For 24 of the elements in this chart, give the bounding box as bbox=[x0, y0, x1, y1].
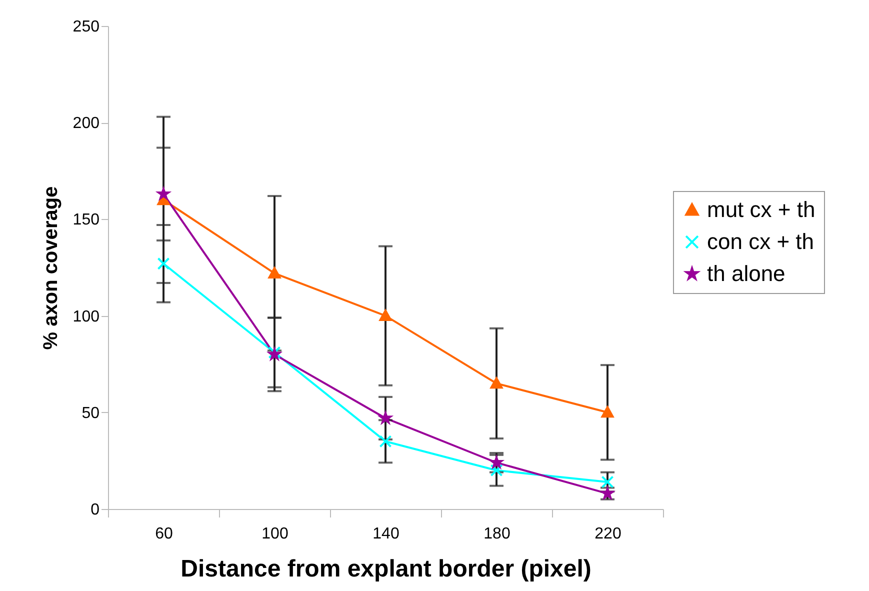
point bbox=[490, 377, 503, 389]
y-tick-label: 0 bbox=[90, 502, 100, 518]
point bbox=[379, 435, 392, 448]
point bbox=[601, 406, 614, 418]
x-tick-label: 100 bbox=[262, 526, 288, 542]
x-axis-title: Distance from explant border (pixel) bbox=[180, 556, 592, 582]
point bbox=[490, 464, 503, 477]
y-tick-label: 150 bbox=[72, 212, 100, 229]
legend-label: mut cx + th bbox=[707, 197, 816, 222]
y-tick-label: 50 bbox=[82, 404, 100, 422]
y-tick-label: 100 bbox=[72, 308, 100, 326]
x-tick-label: 140 bbox=[372, 526, 400, 542]
point bbox=[157, 257, 170, 270]
legend-label: th alone bbox=[707, 261, 786, 286]
y-axis-title: % axon coverage bbox=[40, 186, 62, 350]
x-tick-label: 180 bbox=[484, 526, 510, 542]
point bbox=[379, 310, 392, 321]
y-tick-label: 200 bbox=[72, 115, 100, 132]
x-tick-label: 60 bbox=[155, 526, 173, 542]
legend-label: con cx + th bbox=[707, 229, 814, 254]
y-tick-label: 250 bbox=[72, 18, 100, 36]
x-tick-label: 220 bbox=[594, 526, 622, 542]
point bbox=[268, 267, 281, 278]
point bbox=[601, 476, 614, 488]
